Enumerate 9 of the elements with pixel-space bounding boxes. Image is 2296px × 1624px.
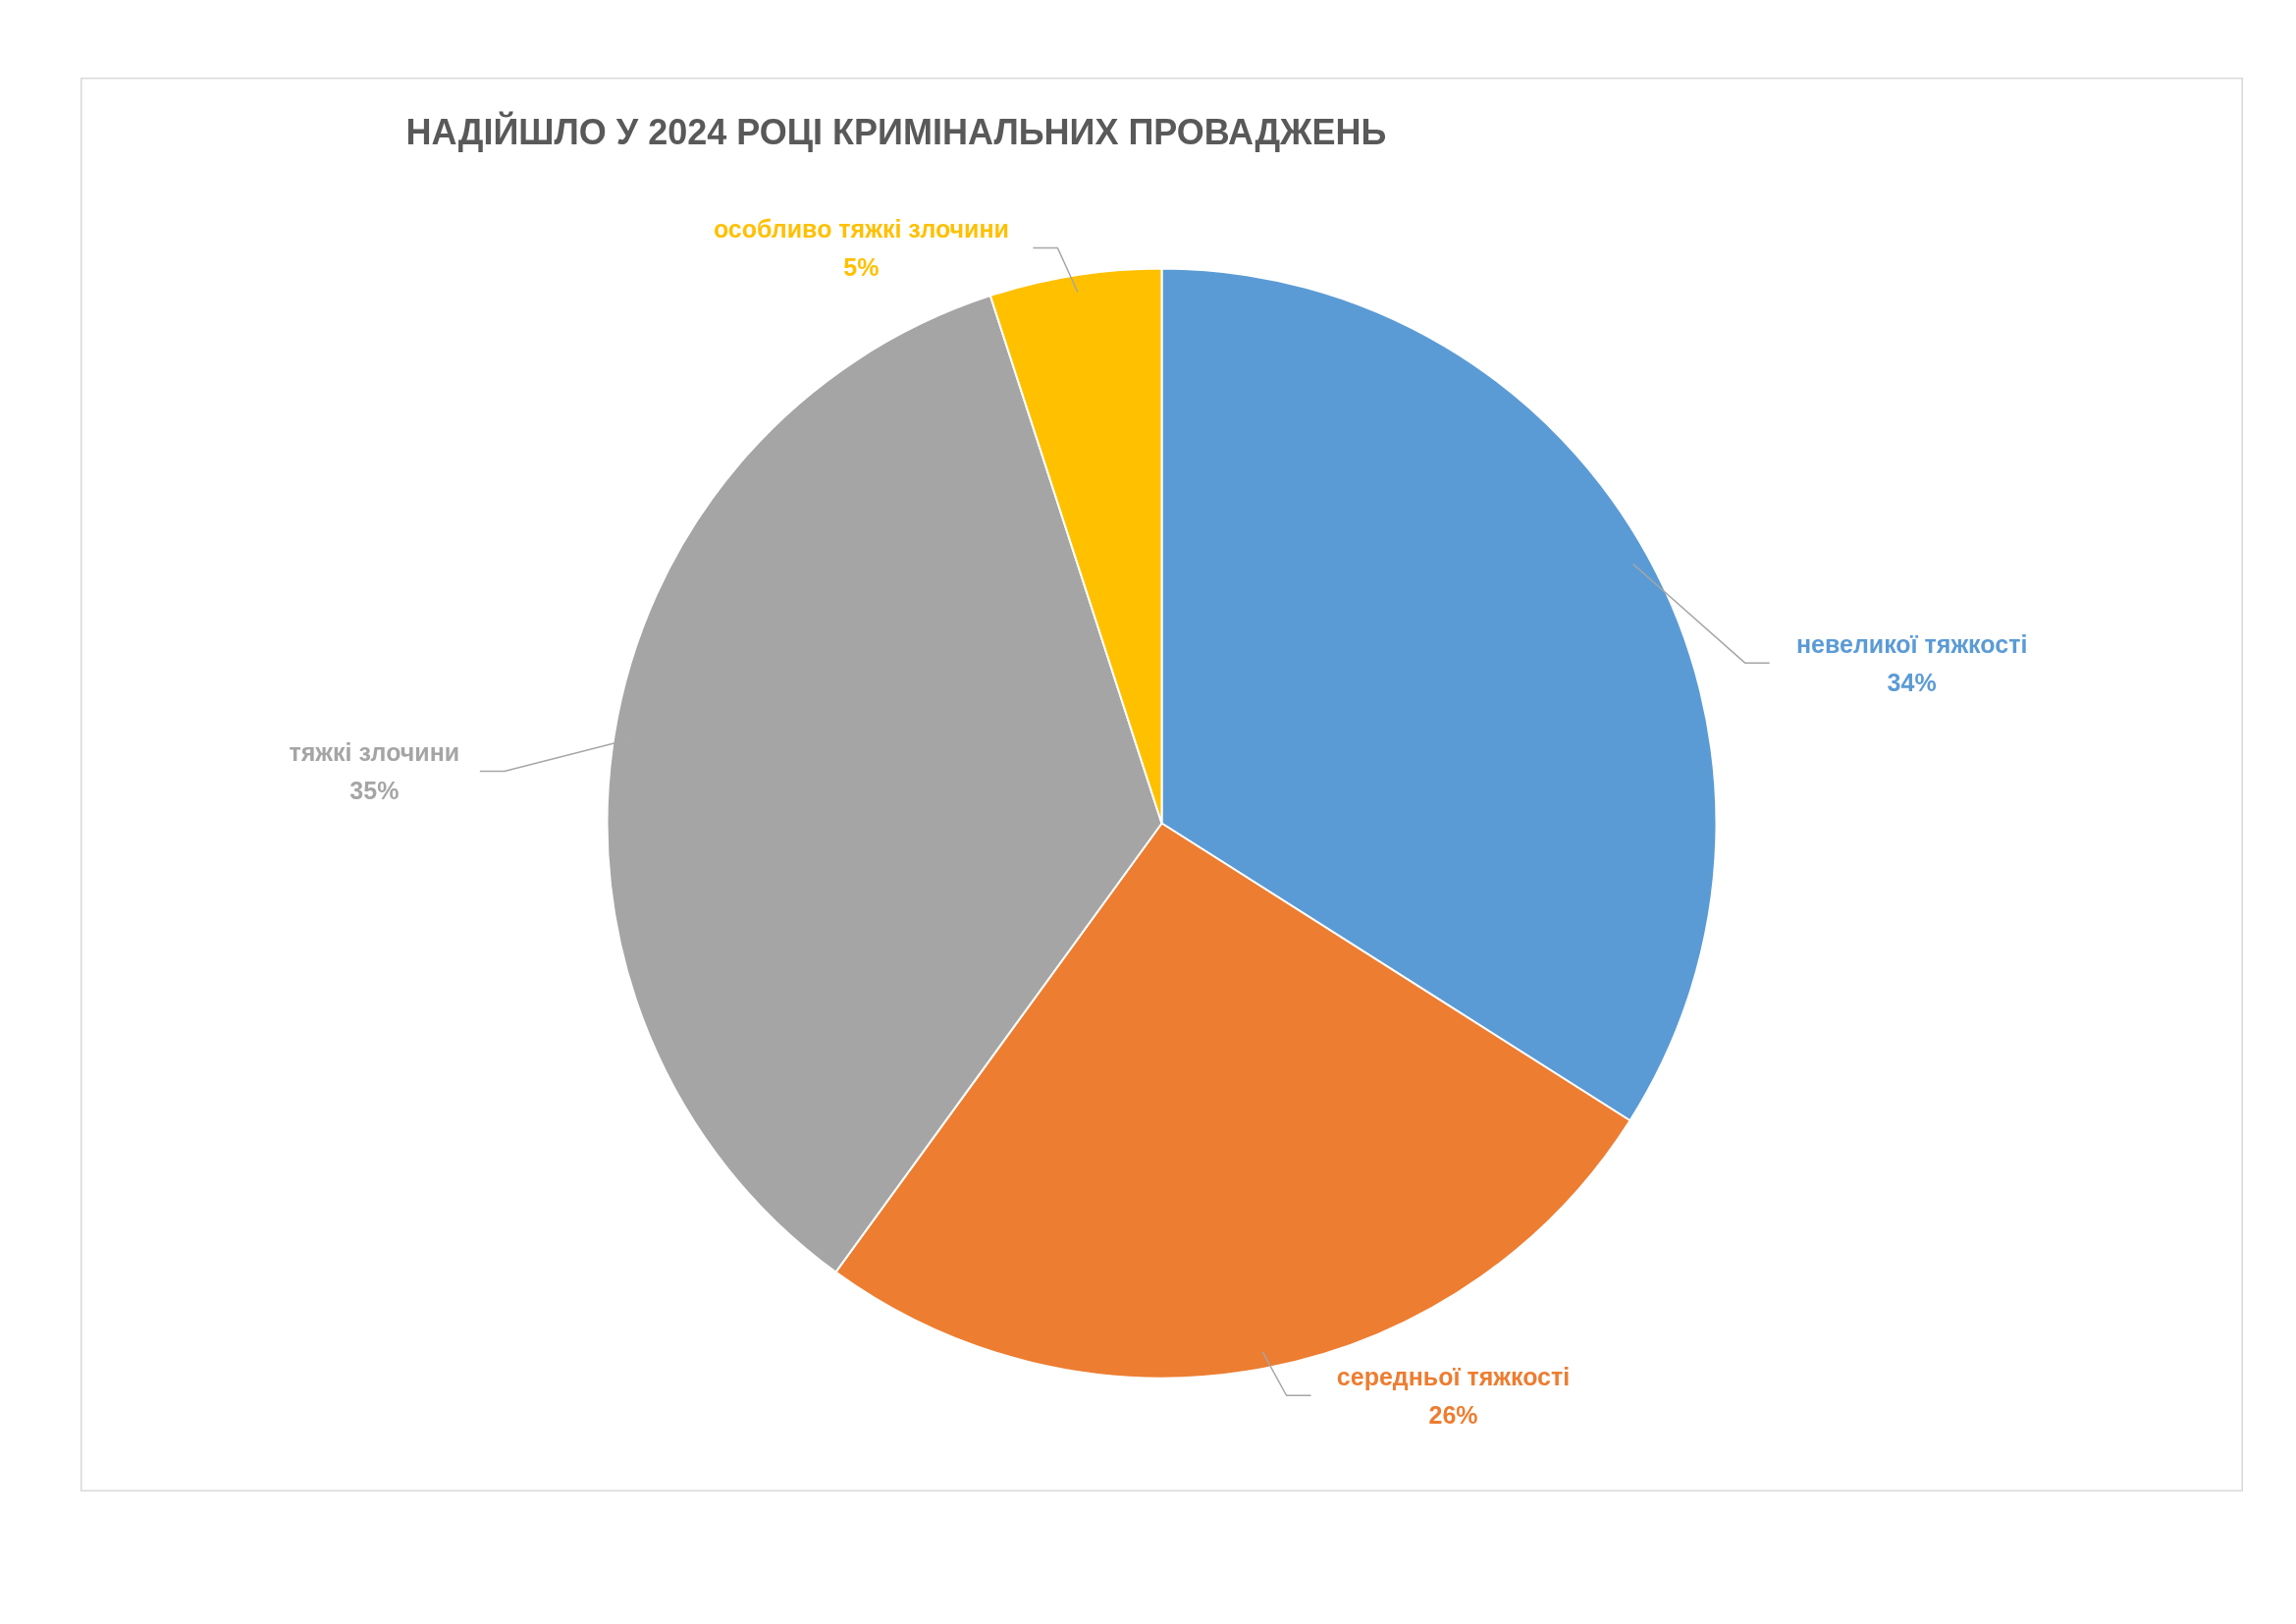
- data-label: 5%: [843, 253, 880, 282]
- data-label: 34%: [1887, 668, 1937, 696]
- slice-label: особливо тяжкі злочини: [713, 214, 1009, 243]
- slice-label: тяжкі злочини: [289, 737, 460, 766]
- slice-label: невеликої тяжкості: [1795, 629, 2028, 658]
- slice-label: середньої тяжкості: [1336, 1362, 1571, 1390]
- data-label: 35%: [349, 777, 400, 805]
- chart-title: НАДІЙШЛО У 2024 РОЦІ КРИМІНАЛЬНИХ ПРОВАДЖЕНЬ: [405, 111, 1387, 152]
- data-label: 26%: [1428, 1400, 1478, 1429]
